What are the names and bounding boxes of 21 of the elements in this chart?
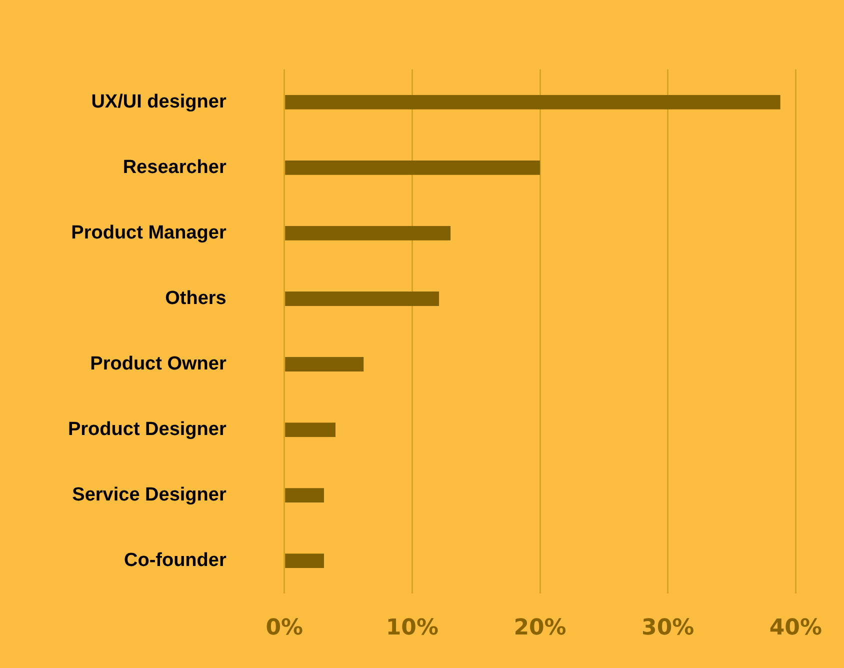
bar xyxy=(285,554,324,568)
y-tick-label: Service Designer xyxy=(72,484,227,506)
x-tick-label: 40% xyxy=(769,616,822,641)
bar xyxy=(285,226,451,240)
x-tick-label: 10% xyxy=(386,616,439,641)
y-tick-label: Product Manager xyxy=(71,222,227,244)
y-tick-label: Product Designer xyxy=(68,419,227,440)
bar xyxy=(285,160,540,175)
bar xyxy=(285,357,364,372)
y-tick-label: Researcher xyxy=(122,156,227,178)
y-tick-label: UX/UI designer xyxy=(91,91,227,112)
x-tick-label: 20% xyxy=(514,616,566,641)
bar xyxy=(285,94,780,110)
y-tick-label: Others xyxy=(165,288,226,309)
x-tick-label: 0% xyxy=(266,616,304,641)
bar xyxy=(285,292,440,306)
bar xyxy=(285,488,324,503)
x-tick-label: 30% xyxy=(642,616,694,641)
y-tick-label: Co-founder xyxy=(124,550,227,572)
y-tick-label: Product Owner xyxy=(90,353,227,374)
bar xyxy=(285,422,336,437)
